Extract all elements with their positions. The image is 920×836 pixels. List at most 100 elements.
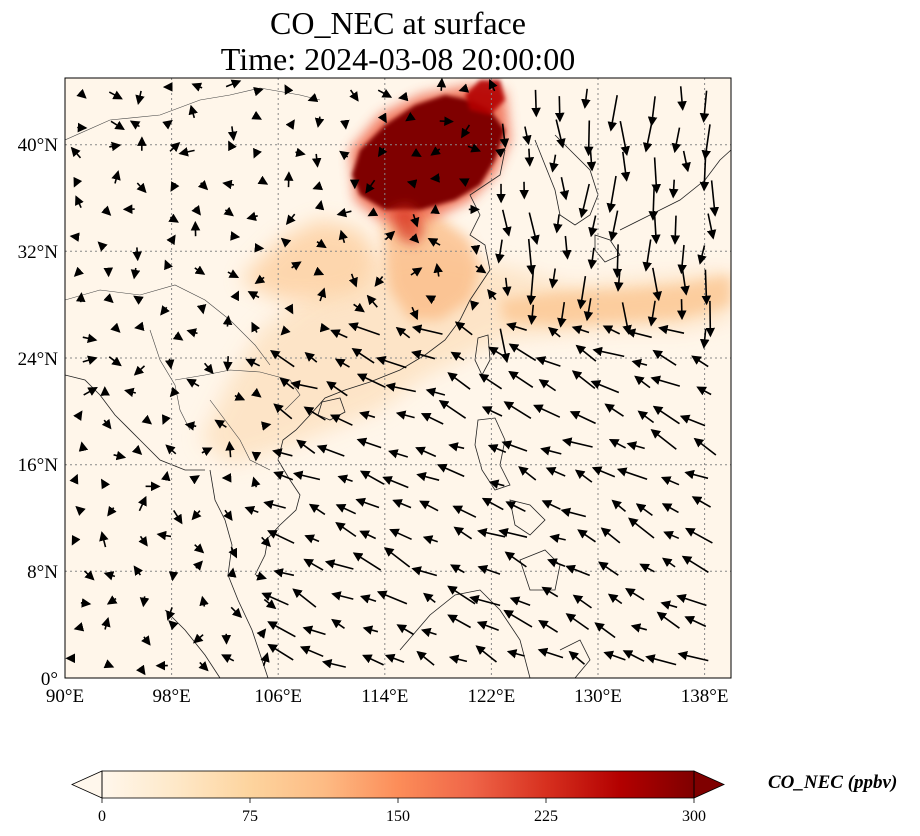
x-tick-label: 122°E <box>468 686 516 707</box>
y-axis-ticks: 0° 8°N 16°N 24°N 32°N 40°N <box>18 135 59 690</box>
wind-arrow <box>660 600 678 610</box>
wind-arrow <box>709 180 720 217</box>
wind-arrow <box>588 215 598 238</box>
wind-arrow <box>526 238 536 275</box>
wind-arrow <box>316 238 327 249</box>
wind-arrow <box>197 180 209 191</box>
wind-arrow <box>308 503 326 516</box>
japan-honshu <box>619 149 731 231</box>
wind-arrow <box>136 664 146 676</box>
wind-arrow <box>503 401 532 419</box>
wind-arrow <box>227 126 238 142</box>
wind-arrow <box>267 530 295 544</box>
wind-arrow <box>108 90 123 100</box>
wind-arrow <box>256 628 267 639</box>
map-panel <box>65 78 731 678</box>
wind-arrow <box>661 557 676 568</box>
colorbar-tick-label: 225 <box>534 808 558 825</box>
wind-arrow <box>663 531 680 540</box>
wind-arrow <box>419 500 439 512</box>
wind-arrow <box>80 598 92 608</box>
wind-arrow <box>82 333 98 344</box>
wind-arrow <box>411 349 436 360</box>
wind-arrow <box>284 84 294 96</box>
wind-arrow <box>173 509 183 525</box>
wind-arrow <box>170 181 180 192</box>
wind-arrow <box>82 355 98 365</box>
wind-arrow <box>106 595 118 605</box>
wind-arrow <box>330 329 348 339</box>
wind-arrow <box>228 140 237 152</box>
colorbar-extend-min <box>71 770 103 799</box>
wind-arrow <box>73 266 85 277</box>
wind-arrow <box>321 659 346 669</box>
wind-arrow <box>362 625 379 635</box>
wind-arrow <box>353 302 365 313</box>
wind-arrow <box>331 591 354 601</box>
wind-arrow <box>166 234 176 246</box>
wind-arrow <box>676 299 687 321</box>
wind-arrow <box>227 567 237 578</box>
wind-arrow <box>303 406 326 421</box>
wind-arrow <box>124 387 136 398</box>
wind-arrow <box>660 476 680 486</box>
wind-arrow <box>164 259 173 271</box>
wind-arrow <box>470 300 480 311</box>
wind-arrow <box>374 276 385 287</box>
wind-arrow <box>416 650 435 666</box>
wind-arrow <box>429 173 440 183</box>
y-tick-label: 0° <box>41 669 58 690</box>
wind-arrow <box>656 611 680 629</box>
wind-arrow <box>604 403 624 417</box>
colorbar-tick-label: 150 <box>386 808 410 825</box>
wind-arrow <box>522 126 532 146</box>
wind-arrow <box>110 120 125 131</box>
wind-arrow <box>299 645 324 658</box>
wind-arrow <box>526 269 537 306</box>
wind-arrow <box>506 322 527 332</box>
wind-arrow <box>547 558 566 568</box>
wind-arrow <box>356 437 382 449</box>
x-tick-label: 90°E <box>46 686 84 707</box>
wind-arrow <box>389 528 412 541</box>
wind-arrow <box>367 207 379 217</box>
wind-arrow <box>701 269 712 306</box>
wind-arrow <box>141 635 151 646</box>
wind-arrow <box>260 421 272 431</box>
eastward-plume <box>500 275 731 325</box>
wind-arrow <box>409 306 419 321</box>
wind-arrow <box>691 355 709 368</box>
wind-arrow <box>223 356 233 372</box>
wind-arrow <box>425 387 446 397</box>
wind-arrow <box>377 112 387 124</box>
wind-arrow <box>316 444 345 457</box>
x-tick-label: 130°E <box>574 686 622 707</box>
wind-arrow <box>555 119 566 149</box>
wind-arrow <box>575 344 597 362</box>
wind-arrow <box>135 90 145 105</box>
wind-arrow <box>73 622 85 632</box>
wind-arrow <box>528 212 540 245</box>
wind-arrow <box>416 471 440 482</box>
wind-arrow <box>103 571 116 581</box>
wind-arrow <box>499 123 510 149</box>
wind-arrow <box>244 506 259 515</box>
wind-arrow <box>254 274 266 285</box>
wind-arrow <box>639 563 655 573</box>
wind-arrow <box>505 501 526 513</box>
india-bengal-coast <box>65 374 205 471</box>
wind-arrow <box>652 405 680 425</box>
wind-arrow <box>495 239 505 264</box>
wind-arrow <box>141 414 153 425</box>
wind-arrow <box>335 521 357 538</box>
wind-arrow <box>559 177 570 201</box>
wind-arrow <box>160 305 170 316</box>
wind-arrow <box>436 463 465 478</box>
wind-arrow <box>251 321 261 333</box>
wind-arrow <box>650 429 677 450</box>
wind-arrow <box>307 93 319 103</box>
wind-arrow <box>557 301 567 328</box>
wind-arrow <box>376 590 408 605</box>
wind-arrow <box>304 351 318 363</box>
wind-arrow <box>533 404 561 418</box>
